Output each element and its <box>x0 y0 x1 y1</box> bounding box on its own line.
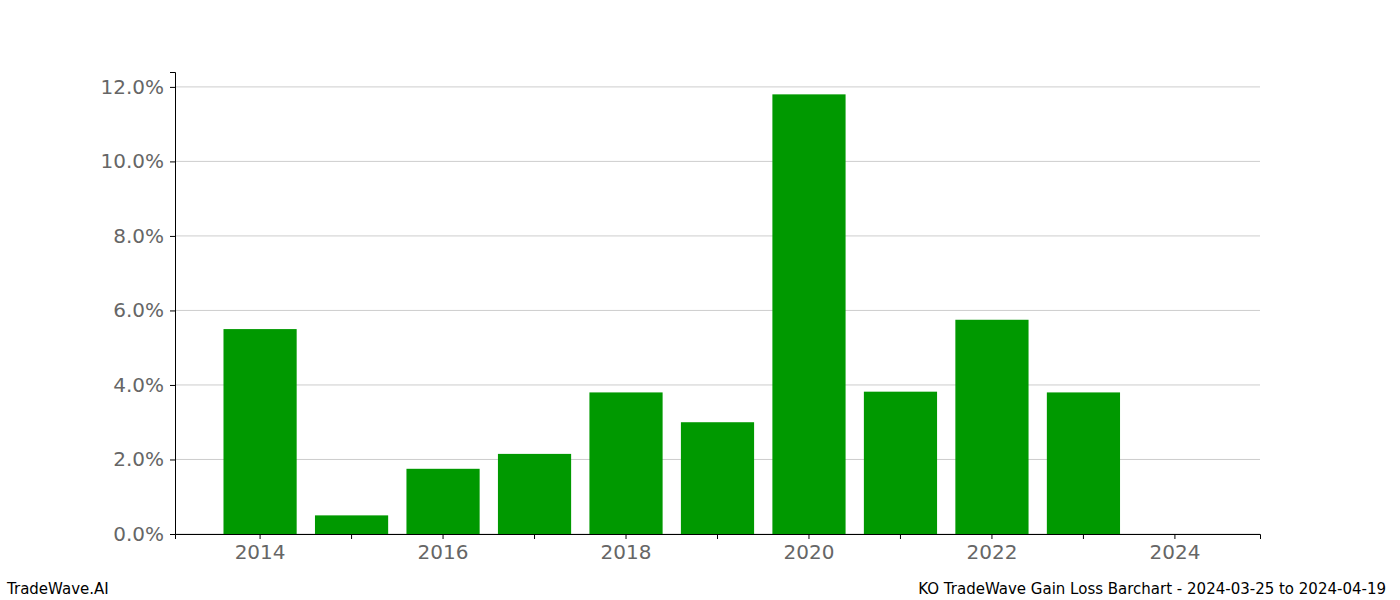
y-tick: 0.0% <box>113 522 175 546</box>
bar <box>406 469 479 534</box>
x-tick <box>717 534 718 539</box>
x-tick-label: 2014 <box>235 540 286 564</box>
x-tick <box>900 534 901 539</box>
x-tick: 2024 <box>1149 534 1200 564</box>
chart: 0.0%2.0%4.0%6.0%8.0%10.0%12.0%2014201620… <box>0 0 1400 600</box>
y-tick-mark <box>170 385 175 386</box>
x-tick: 2016 <box>418 534 469 564</box>
bar <box>498 454 571 534</box>
grid-line <box>175 235 1260 236</box>
x-tick-mark <box>626 534 627 539</box>
x-axis-line <box>176 535 1261 540</box>
x-tick-mark <box>534 534 535 539</box>
bar <box>772 94 845 534</box>
x-tick-mark <box>351 534 352 539</box>
y-tick-mark <box>170 534 175 535</box>
bar <box>681 422 754 534</box>
y-axis-line <box>170 73 176 535</box>
y-tick-mark <box>170 236 175 237</box>
y-tick-label: 10.0% <box>100 149 164 173</box>
y-tick-label: 4.0% <box>113 373 164 397</box>
y-tick-mark <box>170 87 175 88</box>
y-tick: 8.0% <box>113 224 175 248</box>
y-tick: 6.0% <box>113 298 175 322</box>
x-axis: 2014 2016 2018 2020 2022 2024 <box>176 534 1261 564</box>
y-tick-label: 8.0% <box>113 224 164 248</box>
x-tick-label: 2024 <box>1149 540 1200 564</box>
y-tick-label: 0.0% <box>113 522 164 546</box>
y-tick: 4.0% <box>113 373 175 397</box>
x-tick-mark <box>717 534 718 539</box>
x-tick-mark <box>1174 534 1175 539</box>
y-tick: 12.0% <box>100 75 175 99</box>
bar <box>315 515 388 534</box>
grid-line <box>175 161 1260 162</box>
x-tick-mark <box>991 534 992 539</box>
bar <box>864 392 937 534</box>
bar <box>1047 392 1120 534</box>
x-tick-mark <box>260 534 261 539</box>
x-tick-mark <box>1083 534 1084 539</box>
y-tick-label: 2.0% <box>113 447 164 471</box>
bar <box>589 392 662 534</box>
y-tick-mark <box>170 310 175 311</box>
y-tick-label: 6.0% <box>113 298 164 322</box>
x-tick-label: 2022 <box>966 540 1017 564</box>
bar <box>955 320 1028 534</box>
x-tick-mark <box>443 534 444 539</box>
x-tick <box>534 534 535 539</box>
y-axis: 0.0% 2.0% 4.0% 6.0% 8.0% 10.0% 12.0% <box>100 73 175 546</box>
y-tick-label: 12.0% <box>100 75 164 99</box>
annotation: TradeWave.AI <box>6 580 109 598</box>
x-tick: 2014 <box>235 534 286 564</box>
y-tick: 2.0% <box>113 447 175 471</box>
grid-line <box>175 86 1260 87</box>
x-tick-mark <box>900 534 901 539</box>
bar <box>223 329 296 534</box>
x-tick: 2018 <box>601 534 652 564</box>
x-tick-label: 2016 <box>418 540 469 564</box>
y-tick-mark <box>170 459 175 460</box>
x-tick <box>1083 534 1084 539</box>
y-tick: 10.0% <box>100 149 175 173</box>
grid <box>175 87 1260 534</box>
y-tick-mark <box>170 161 175 162</box>
title: KO TradeWave Gain Loss Barchart - 2024-0… <box>918 580 1386 598</box>
x-tick-label: 2020 <box>784 540 835 564</box>
bars <box>223 94 1120 534</box>
grid-line <box>175 384 1260 385</box>
x-tick: 2020 <box>784 534 835 564</box>
x-tick: 2022 <box>966 534 1017 564</box>
x-tick-mark <box>808 534 809 539</box>
x-tick <box>351 534 352 539</box>
grid-line <box>175 310 1260 311</box>
x-tick-label: 2018 <box>601 540 652 564</box>
